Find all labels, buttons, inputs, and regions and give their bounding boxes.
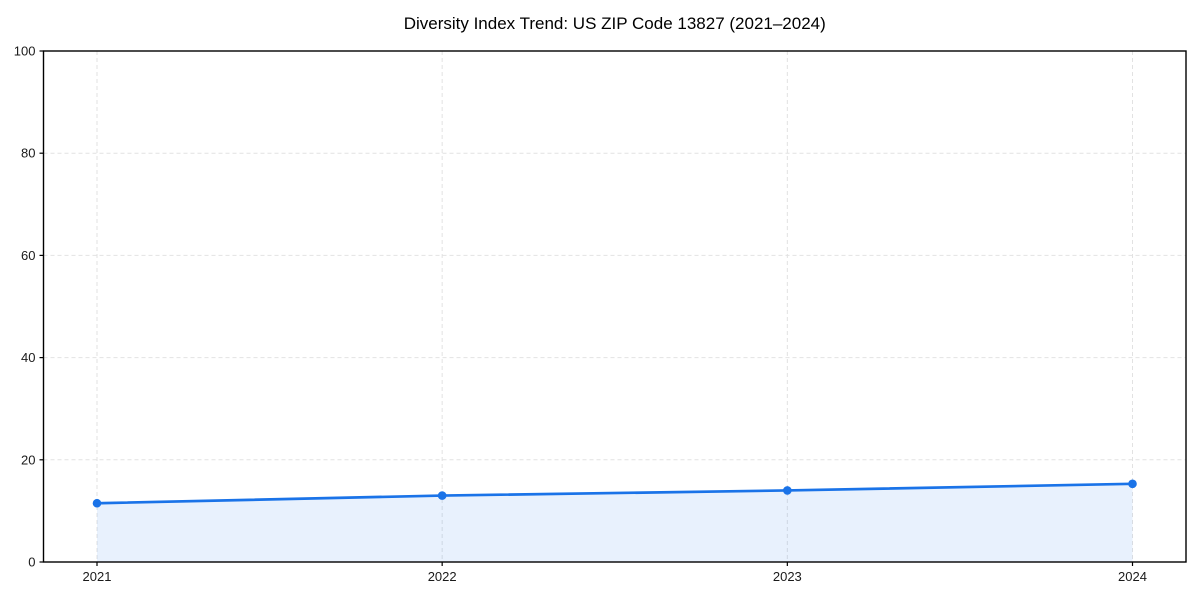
- x-tick-label: 2024: [1118, 569, 1147, 584]
- chart-title: Diversity Index Trend: US ZIP Code 13827…: [404, 14, 826, 33]
- y-tick-label: 0: [28, 555, 35, 570]
- data-point: [1128, 479, 1137, 489]
- y-tick-label: 100: [14, 44, 36, 59]
- y-tick-label: 60: [21, 248, 35, 263]
- data-point: [437, 491, 447, 500]
- data-point: [92, 498, 102, 508]
- y-tick-label: 40: [21, 350, 35, 365]
- plot-border: [42, 50, 1187, 563]
- grid-layer: [43, 50, 1186, 563]
- y-tick-label: 20: [21, 452, 35, 467]
- x-tick-label: 2022: [428, 569, 457, 584]
- trend-line: [95, 482, 1134, 505]
- area-fill: [97, 483, 1133, 562]
- series-layer: [92, 479, 1137, 562]
- axes-layer: 0 20 40 60 80 100 2021 2022 2023 2024: [14, 44, 1187, 584]
- x-tick-label: 2023: [773, 569, 802, 584]
- y-tick-label: 80: [21, 146, 35, 161]
- data-point: [783, 486, 792, 495]
- x-tick-label: 2021: [83, 569, 112, 584]
